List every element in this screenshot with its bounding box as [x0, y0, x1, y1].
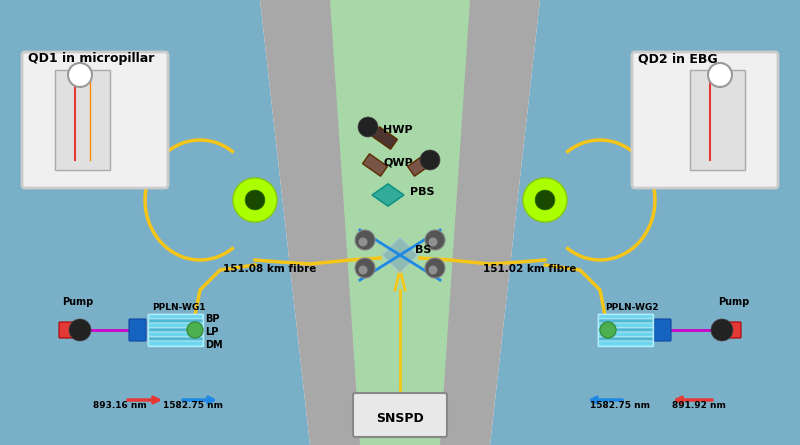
Polygon shape	[330, 0, 470, 445]
Text: QD1 in micropillar: QD1 in micropillar	[28, 52, 154, 65]
Text: QD2 in EBG: QD2 in EBG	[638, 52, 718, 65]
Text: 893.16 nm: 893.16 nm	[93, 401, 146, 410]
Circle shape	[429, 266, 438, 275]
Text: LP: LP	[205, 327, 218, 337]
Circle shape	[355, 258, 375, 278]
FancyBboxPatch shape	[59, 322, 81, 338]
Text: SNSPD: SNSPD	[376, 412, 424, 425]
Text: 151.08 km fibre: 151.08 km fibre	[223, 264, 317, 274]
FancyBboxPatch shape	[129, 319, 146, 341]
Circle shape	[708, 63, 732, 87]
Text: BP: BP	[205, 314, 219, 324]
Text: 1582.75 nm: 1582.75 nm	[163, 401, 223, 410]
Text: HWP: HWP	[383, 125, 413, 135]
Circle shape	[68, 63, 92, 87]
Polygon shape	[490, 0, 800, 445]
Text: Pump: Pump	[62, 297, 94, 307]
Bar	[147, 323, 202, 328]
Circle shape	[420, 150, 440, 170]
Bar	[598, 314, 653, 346]
FancyBboxPatch shape	[654, 319, 671, 341]
Circle shape	[429, 238, 438, 247]
Bar	[598, 341, 653, 346]
Bar	[147, 341, 202, 346]
Text: PPLN-WG1: PPLN-WG1	[152, 303, 206, 312]
Bar	[147, 314, 202, 319]
Circle shape	[245, 190, 265, 210]
Circle shape	[355, 230, 375, 250]
Text: PPLN-WG2: PPLN-WG2	[605, 303, 658, 312]
Bar	[598, 319, 653, 323]
Bar	[598, 332, 653, 337]
FancyBboxPatch shape	[719, 322, 741, 338]
FancyBboxPatch shape	[407, 154, 433, 176]
Circle shape	[523, 178, 567, 222]
Circle shape	[233, 178, 277, 222]
Polygon shape	[382, 237, 418, 273]
Bar	[147, 337, 202, 341]
Bar	[147, 319, 202, 323]
Text: 1582.75 nm: 1582.75 nm	[590, 401, 650, 410]
Circle shape	[425, 258, 445, 278]
Polygon shape	[0, 0, 310, 445]
Circle shape	[69, 319, 91, 341]
FancyBboxPatch shape	[353, 393, 447, 437]
Bar	[598, 328, 653, 332]
Circle shape	[358, 266, 367, 275]
Bar	[598, 337, 653, 341]
Polygon shape	[260, 0, 540, 445]
Text: QWP: QWP	[383, 157, 413, 167]
Bar	[598, 314, 653, 319]
Circle shape	[358, 238, 367, 247]
Bar	[690, 70, 745, 170]
FancyBboxPatch shape	[632, 52, 778, 188]
Text: Pump: Pump	[718, 297, 750, 307]
Bar	[598, 323, 653, 328]
Bar	[147, 332, 202, 337]
FancyBboxPatch shape	[22, 52, 168, 188]
Text: 151.02 km fibre: 151.02 km fibre	[483, 264, 577, 274]
Text: DM: DM	[205, 340, 222, 350]
FancyBboxPatch shape	[362, 154, 387, 176]
Bar	[55, 70, 110, 170]
Polygon shape	[372, 184, 404, 206]
FancyBboxPatch shape	[373, 127, 398, 149]
Circle shape	[187, 322, 203, 338]
Circle shape	[535, 190, 555, 210]
Circle shape	[358, 117, 378, 137]
Text: 891.92 nm: 891.92 nm	[672, 401, 726, 410]
Text: BS: BS	[415, 245, 431, 255]
Circle shape	[425, 230, 445, 250]
Bar	[147, 314, 202, 346]
Circle shape	[711, 319, 733, 341]
Text: PBS: PBS	[410, 187, 434, 197]
Bar	[147, 328, 202, 332]
Circle shape	[600, 322, 616, 338]
